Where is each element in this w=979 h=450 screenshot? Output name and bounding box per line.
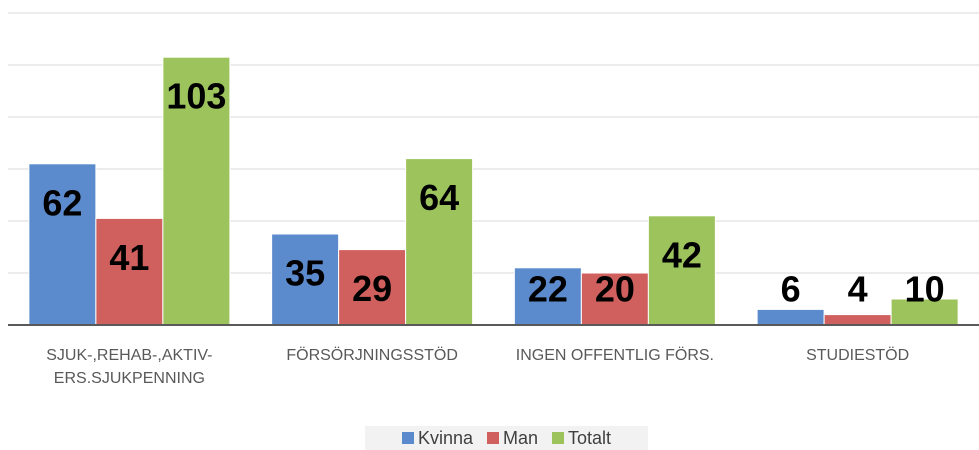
- bar: [580, 272, 649, 326]
- data-label: 29: [352, 268, 392, 309]
- data-label: 20: [595, 269, 635, 310]
- data-label: 6: [781, 269, 801, 310]
- data-label: 41: [109, 237, 149, 278]
- legend-item: Kvinna: [401, 427, 473, 449]
- data-label: 4: [848, 269, 868, 310]
- bar: [513, 267, 582, 326]
- data-label: 62: [42, 182, 82, 223]
- legend-label: Man: [503, 427, 539, 448]
- bar: [823, 314, 892, 326]
- data-label: 35: [285, 253, 325, 294]
- data-label: 22: [528, 269, 568, 310]
- bar: [271, 233, 340, 326]
- bar: [890, 298, 959, 326]
- legend-label: Kvinna: [417, 427, 473, 448]
- legend-swatch: [401, 432, 414, 444]
- legend-item: Totalt: [552, 428, 611, 449]
- legend-swatch: [487, 432, 499, 444]
- bar: [756, 308, 825, 326]
- bar: [95, 217, 164, 326]
- data-label: 64: [419, 177, 459, 218]
- x-tick-label: STUDIESTÖD: [806, 347, 910, 364]
- x-tick-label: INGEN OFFENTLIG FÖRS.: [515, 347, 714, 364]
- data-label: 103: [166, 76, 226, 117]
- data-label: 10: [905, 269, 945, 310]
- bar: [338, 249, 407, 326]
- bar: [405, 158, 474, 326]
- bar: [162, 56, 231, 326]
- x-tick-label: SJUK-,REHAB-,AKTIV-ERS.SJUKPENNING: [46, 347, 213, 387]
- x-tick-label: FÖRSÖRJNINGSSTÖD: [286, 347, 458, 364]
- legend-label: Totalt: [568, 427, 612, 448]
- legend-item: Man: [487, 428, 538, 449]
- legend: Kvinna Man Totalt: [365, 426, 648, 450]
- data-label: 42: [662, 234, 702, 275]
- bar: [647, 215, 716, 326]
- legend-swatch: [552, 432, 565, 444]
